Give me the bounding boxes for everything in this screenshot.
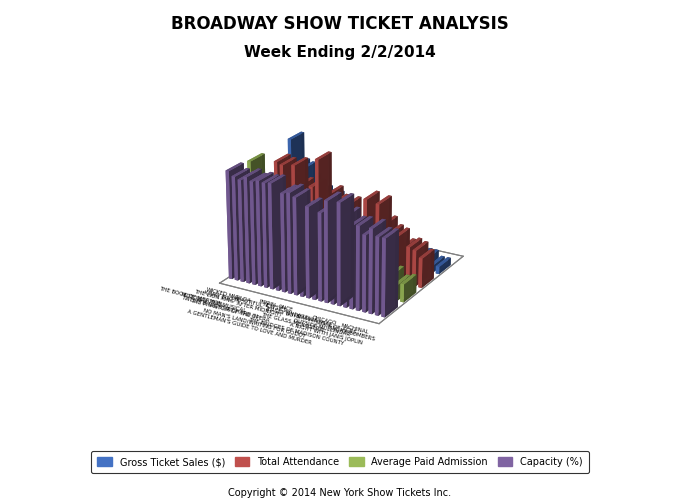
Text: Copyright © 2014 New York Show Tickets Inc.: Copyright © 2014 New York Show Tickets I… — [228, 488, 452, 498]
Text: BROADWAY SHOW TICKET ANALYSIS: BROADWAY SHOW TICKET ANALYSIS — [171, 15, 509, 33]
Text: Week Ending 2/2/2014: Week Ending 2/2/2014 — [244, 45, 436, 60]
Legend: Gross Ticket Sales ($), Total Attendance, Average Paid Admission, Capacity (%): Gross Ticket Sales ($), Total Attendance… — [92, 451, 588, 473]
